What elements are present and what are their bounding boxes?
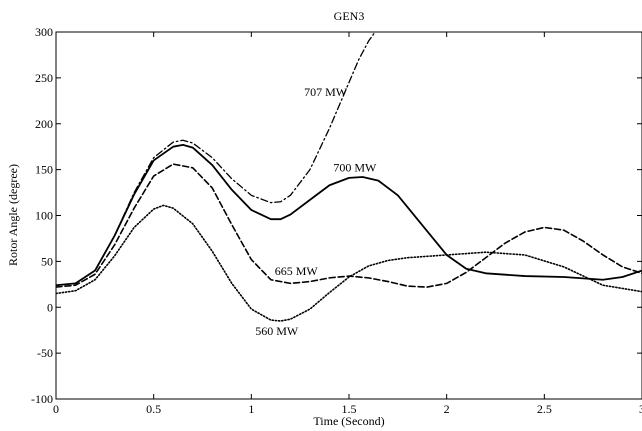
x-tick-label: 2.5 [537,402,552,416]
y-tick-label: 0 [47,300,53,314]
y-tick-label: 300 [35,25,53,39]
plot-frame [55,31,642,400]
y-tick-label: 50 [41,254,53,268]
series-annotation: 665 MW [275,264,319,278]
y-tick-label: 150 [35,163,53,177]
x-axis-label: Time (Second) [313,414,384,428]
y-tick-label: 250 [35,71,53,85]
series-group [56,32,642,322]
axes: 0 0.5 1 1.5 2 2.5 3 -100 -50 0 50 100 150 200 250 300 [31,25,642,416]
y-tick-label: -100 [31,392,53,406]
x-tick-label: 1.5 [342,402,357,416]
chart-title: GEN3 [334,9,365,23]
series-annotation: 707 MW [304,85,348,99]
series-line-560-mw [56,204,642,322]
x-tick-label: 1 [248,402,254,416]
x-tick-label: 0 [53,402,59,416]
series-line-700-mw [56,143,642,287]
y-tick-label: -50 [37,346,53,360]
series-line-665-mw [56,163,642,288]
annotations: 707 MW 700 MW 665 MW 560 MW [255,85,377,338]
y-tick-label: 100 [35,209,53,223]
y-tick-label: 200 [35,117,53,131]
y-axis-label: Rotor Angle (degree) [6,164,20,266]
x-tick-label: 0.5 [146,402,161,416]
series-annotation: 560 MW [255,324,299,338]
x-tick-label: 3 [639,402,642,416]
series-annotation: 700 MW [333,160,377,174]
series-line-707-mw [56,32,376,286]
x-tick-label: 2 [444,402,450,416]
